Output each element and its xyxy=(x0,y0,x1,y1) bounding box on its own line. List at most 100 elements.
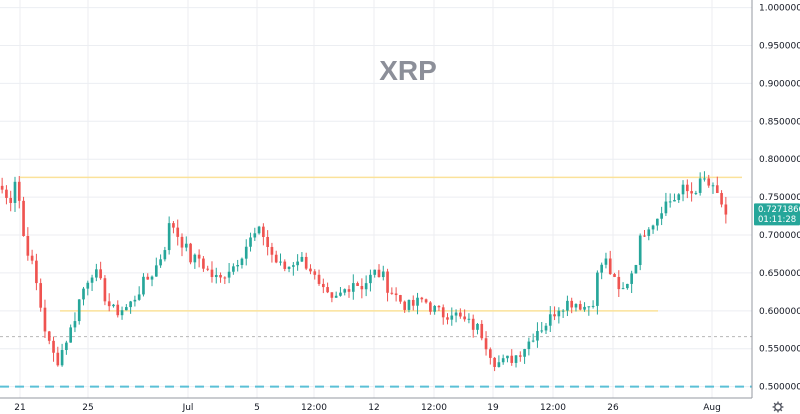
candle xyxy=(317,269,321,286)
time-tick-label: 25 xyxy=(82,403,93,413)
candle-body xyxy=(416,297,419,306)
candle-body xyxy=(596,272,599,306)
candle-body xyxy=(172,223,175,228)
candle-body xyxy=(715,185,719,194)
candle xyxy=(557,307,561,324)
candle-body xyxy=(583,306,586,310)
candle xyxy=(292,262,295,276)
candle xyxy=(651,224,655,234)
price-axis[interactable]: 1.00000000 0.95000000 0.90000000 0.85000000… xyxy=(759,4,800,393)
candle-body xyxy=(347,289,351,292)
candle xyxy=(454,309,458,323)
price-tick-label: 1.00000000 xyxy=(759,4,800,14)
candle xyxy=(484,331,488,356)
candle-body xyxy=(184,243,188,248)
candle xyxy=(279,253,282,266)
candle xyxy=(715,176,719,194)
candle-body xyxy=(99,269,102,279)
candle-body xyxy=(35,260,38,284)
candle xyxy=(566,295,569,317)
candle xyxy=(416,292,419,315)
candle-body xyxy=(493,357,496,367)
candle-body xyxy=(510,355,514,363)
candle xyxy=(613,272,616,278)
candle xyxy=(300,252,304,263)
candle xyxy=(154,257,158,277)
candle xyxy=(638,233,642,271)
candle-body xyxy=(266,236,269,247)
gear-icon-ring xyxy=(774,403,782,411)
candle-body xyxy=(30,255,34,261)
candle xyxy=(180,233,184,257)
candle xyxy=(664,192,668,217)
candle-body xyxy=(403,301,407,310)
candle xyxy=(497,355,501,368)
candle xyxy=(189,242,192,265)
candle xyxy=(433,304,436,315)
candle xyxy=(668,193,672,208)
time-tick-label: 12:00 xyxy=(421,403,447,413)
candle-body xyxy=(150,276,154,280)
candle-body xyxy=(587,306,591,308)
candle xyxy=(13,176,17,212)
candle xyxy=(356,281,359,287)
candle xyxy=(47,330,51,345)
candle xyxy=(540,321,544,334)
candle-body xyxy=(60,350,64,366)
candle xyxy=(163,246,167,262)
time-tick-label: 5 xyxy=(254,403,260,413)
candle-body xyxy=(214,274,218,278)
candle xyxy=(450,307,454,326)
candle-body xyxy=(463,316,466,320)
candle xyxy=(73,312,77,333)
candle xyxy=(69,324,72,343)
candle xyxy=(232,263,235,275)
candle xyxy=(394,287,398,302)
candle-body xyxy=(309,268,312,272)
gear-icon[interactable] xyxy=(772,401,784,413)
candle xyxy=(236,259,239,272)
candle xyxy=(253,227,257,241)
candle-body xyxy=(450,315,454,320)
candle-body xyxy=(0,185,4,190)
candle-body xyxy=(608,258,612,275)
time-axis[interactable]: 21 25 Jul 5 12:00 12 12:00 19 12:00 26 Aug xyxy=(14,403,721,413)
candle xyxy=(420,296,424,303)
candle-body xyxy=(292,265,295,267)
candle xyxy=(129,300,132,314)
candle-body xyxy=(711,185,715,187)
candle xyxy=(630,270,633,294)
candle xyxy=(77,299,81,325)
candle xyxy=(116,300,120,318)
candle xyxy=(381,265,385,281)
candle xyxy=(604,252,608,269)
candle xyxy=(506,355,509,363)
candle-body xyxy=(279,261,282,263)
candle-body xyxy=(690,191,693,194)
candle-body xyxy=(707,178,711,186)
candle xyxy=(471,314,475,338)
candle xyxy=(137,286,141,301)
candle-body xyxy=(321,283,325,288)
candle-body xyxy=(703,178,706,180)
candle-body xyxy=(120,310,124,316)
candle xyxy=(591,300,595,309)
candle-body xyxy=(82,288,85,300)
candle-body xyxy=(39,283,43,308)
candle xyxy=(523,348,526,364)
candle-body xyxy=(163,250,167,260)
candle xyxy=(43,299,47,339)
candle xyxy=(17,176,21,209)
candle xyxy=(244,239,248,266)
candle xyxy=(167,216,171,255)
candle xyxy=(681,180,685,202)
candle xyxy=(600,262,603,280)
candle-body xyxy=(339,292,342,296)
candle-body xyxy=(304,256,308,269)
candle-body xyxy=(129,301,132,308)
time-tick-label: 12:00 xyxy=(540,403,566,413)
candle xyxy=(656,218,659,231)
candle xyxy=(125,304,128,311)
candle xyxy=(373,269,377,278)
